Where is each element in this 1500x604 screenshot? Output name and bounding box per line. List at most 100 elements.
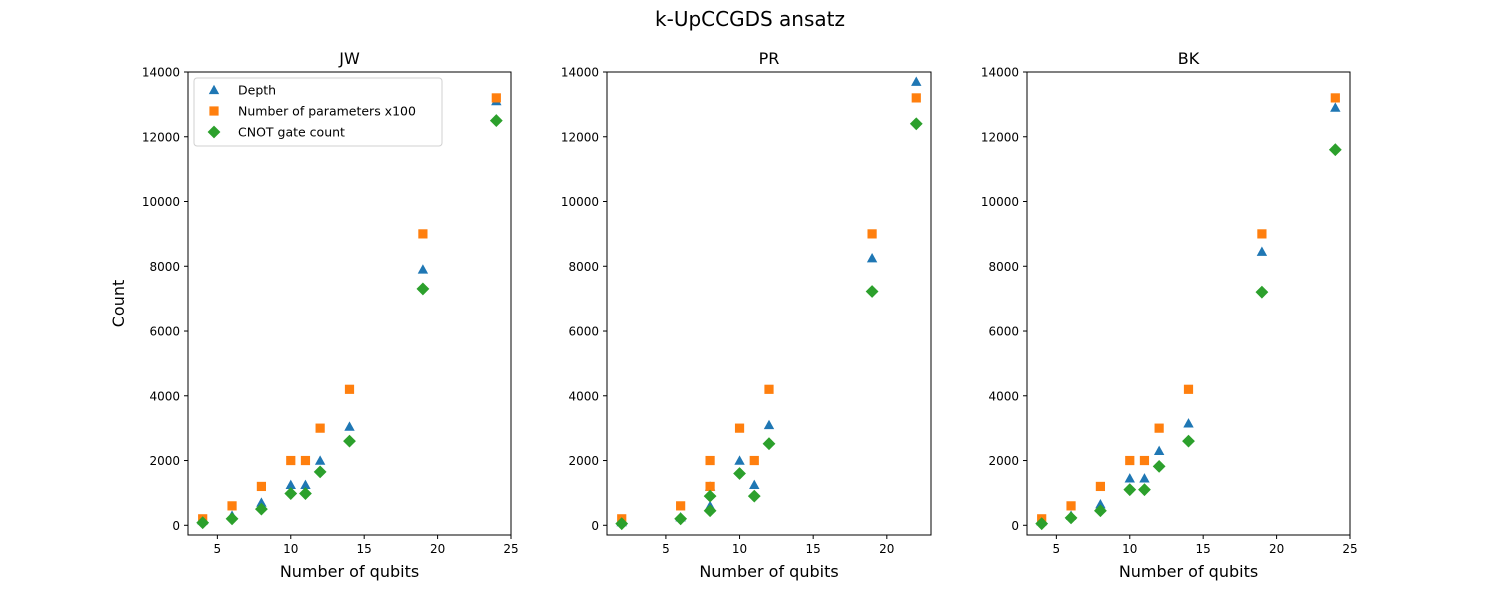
data-point <box>315 423 325 433</box>
data-point <box>866 252 878 263</box>
y-tick-label: 10000 <box>142 195 180 209</box>
x-tick-label: 5 <box>1053 542 1061 556</box>
legend-marker <box>208 84 220 95</box>
x-axis-label: Number of qubits <box>699 562 838 581</box>
data-point <box>1094 504 1107 518</box>
y-tick-label: 6000 <box>149 325 180 339</box>
y-tick-label: 6000 <box>988 325 1019 339</box>
y-tick-label: 0 <box>1011 519 1019 533</box>
series-number-of-parameters-x100 <box>198 93 501 524</box>
data-point <box>1153 445 1165 455</box>
data-point <box>747 489 761 503</box>
plot-frame <box>606 71 932 536</box>
legend-box <box>193 77 443 147</box>
legend: Depth Number of parameters x100 CNOT gate … <box>193 77 443 147</box>
y-tick-label: 2000 <box>988 454 1019 468</box>
data-point <box>1154 423 1164 433</box>
data-point <box>225 512 239 526</box>
data-point <box>344 384 355 394</box>
data-point <box>865 285 879 298</box>
y-tick-label: 4000 <box>568 389 599 403</box>
data-point <box>1183 418 1194 428</box>
subplot-bk: 5 10 15 20 25 0 2000 4000 6000 8000 10000 12000 1400… <box>981 49 1358 581</box>
y-tick-label: 8000 <box>149 260 180 274</box>
series-depth <box>1036 102 1341 526</box>
y-tick-label: 12000 <box>561 130 599 144</box>
data-point <box>256 481 267 492</box>
data-point <box>1095 499 1106 509</box>
data-point <box>749 455 759 466</box>
data-point <box>1123 483 1137 497</box>
data-point <box>911 93 921 103</box>
data-point <box>1183 384 1194 394</box>
data-point <box>1152 459 1166 473</box>
subplot-pr: 5 10 15 20 0 2000 4000 6000 8000 10000 12000 14000 P… <box>561 49 932 581</box>
data-point <box>300 455 311 466</box>
data-point <box>1138 483 1151 497</box>
data-point <box>1255 285 1269 299</box>
subplot-title: JW <box>338 49 360 68</box>
data-point <box>1256 246 1268 256</box>
x-tick-label: 15 <box>357 542 372 556</box>
y-tick-label: 2000 <box>568 454 599 468</box>
series-cnot-gate-count <box>615 117 923 531</box>
data-point <box>491 93 501 103</box>
y-axis-label: Count <box>109 280 128 328</box>
data-point <box>286 455 296 466</box>
data-point <box>705 481 715 492</box>
x-tick-label: 20 <box>1269 542 1284 556</box>
data-point <box>417 264 429 274</box>
x-tick-label: 5 <box>214 542 222 556</box>
y-tick-label: 14000 <box>142 66 180 80</box>
series-number-of-parameters-x100 <box>617 93 921 524</box>
y-tick-label: 8000 <box>568 260 599 274</box>
x-tick-label: 10 <box>732 542 747 556</box>
subplot-title: PR <box>759 49 780 68</box>
data-point <box>1095 481 1106 492</box>
y-tick-label: 0 <box>172 519 180 533</box>
y-tick-label: 10000 <box>981 195 1019 209</box>
data-point <box>285 479 296 489</box>
data-point <box>1139 455 1150 466</box>
legend-label: Depth <box>238 83 276 98</box>
data-point <box>1064 511 1078 525</box>
data-point <box>734 423 745 433</box>
data-point <box>196 516 210 530</box>
subplot-jw: 5 10 15 20 25 0 2000 4000 6000 8000 10000 12000 1400… <box>109 49 519 581</box>
x-axis-label: Number of qubits <box>1119 562 1258 581</box>
data-point <box>1257 229 1267 239</box>
data-point <box>1182 434 1195 448</box>
y-tick-label: 10000 <box>561 195 599 209</box>
data-point <box>1125 455 1135 466</box>
data-point <box>227 501 237 511</box>
data-point <box>1328 143 1342 157</box>
data-point <box>734 455 745 465</box>
x-tick-label: 5 <box>662 542 670 556</box>
data-point <box>1139 473 1150 483</box>
x-tick-label: 20 <box>430 542 445 556</box>
data-point <box>1124 473 1135 483</box>
data-point <box>705 455 715 466</box>
data-point <box>615 517 629 531</box>
figure-title: k-UpCCGDS ansatz <box>655 7 845 31</box>
data-point <box>764 384 774 394</box>
data-point <box>284 487 298 500</box>
x-tick-label: 10 <box>1122 542 1137 556</box>
data-point <box>313 465 327 479</box>
legend-label: Number of parameters x100 <box>238 104 416 119</box>
x-tick-label: 25 <box>503 542 518 556</box>
data-point <box>703 504 717 518</box>
plot-frame <box>187 71 512 536</box>
data-point <box>418 229 428 239</box>
data-point <box>1035 517 1049 531</box>
data-point <box>762 437 776 451</box>
data-point <box>703 489 717 503</box>
data-point <box>1330 102 1341 112</box>
series-depth <box>616 76 922 527</box>
data-point <box>343 434 356 448</box>
x-tick-label: 10 <box>283 542 298 556</box>
series-depth <box>197 95 502 525</box>
data-point <box>314 455 326 465</box>
y-tick-label: 4000 <box>988 389 1019 403</box>
